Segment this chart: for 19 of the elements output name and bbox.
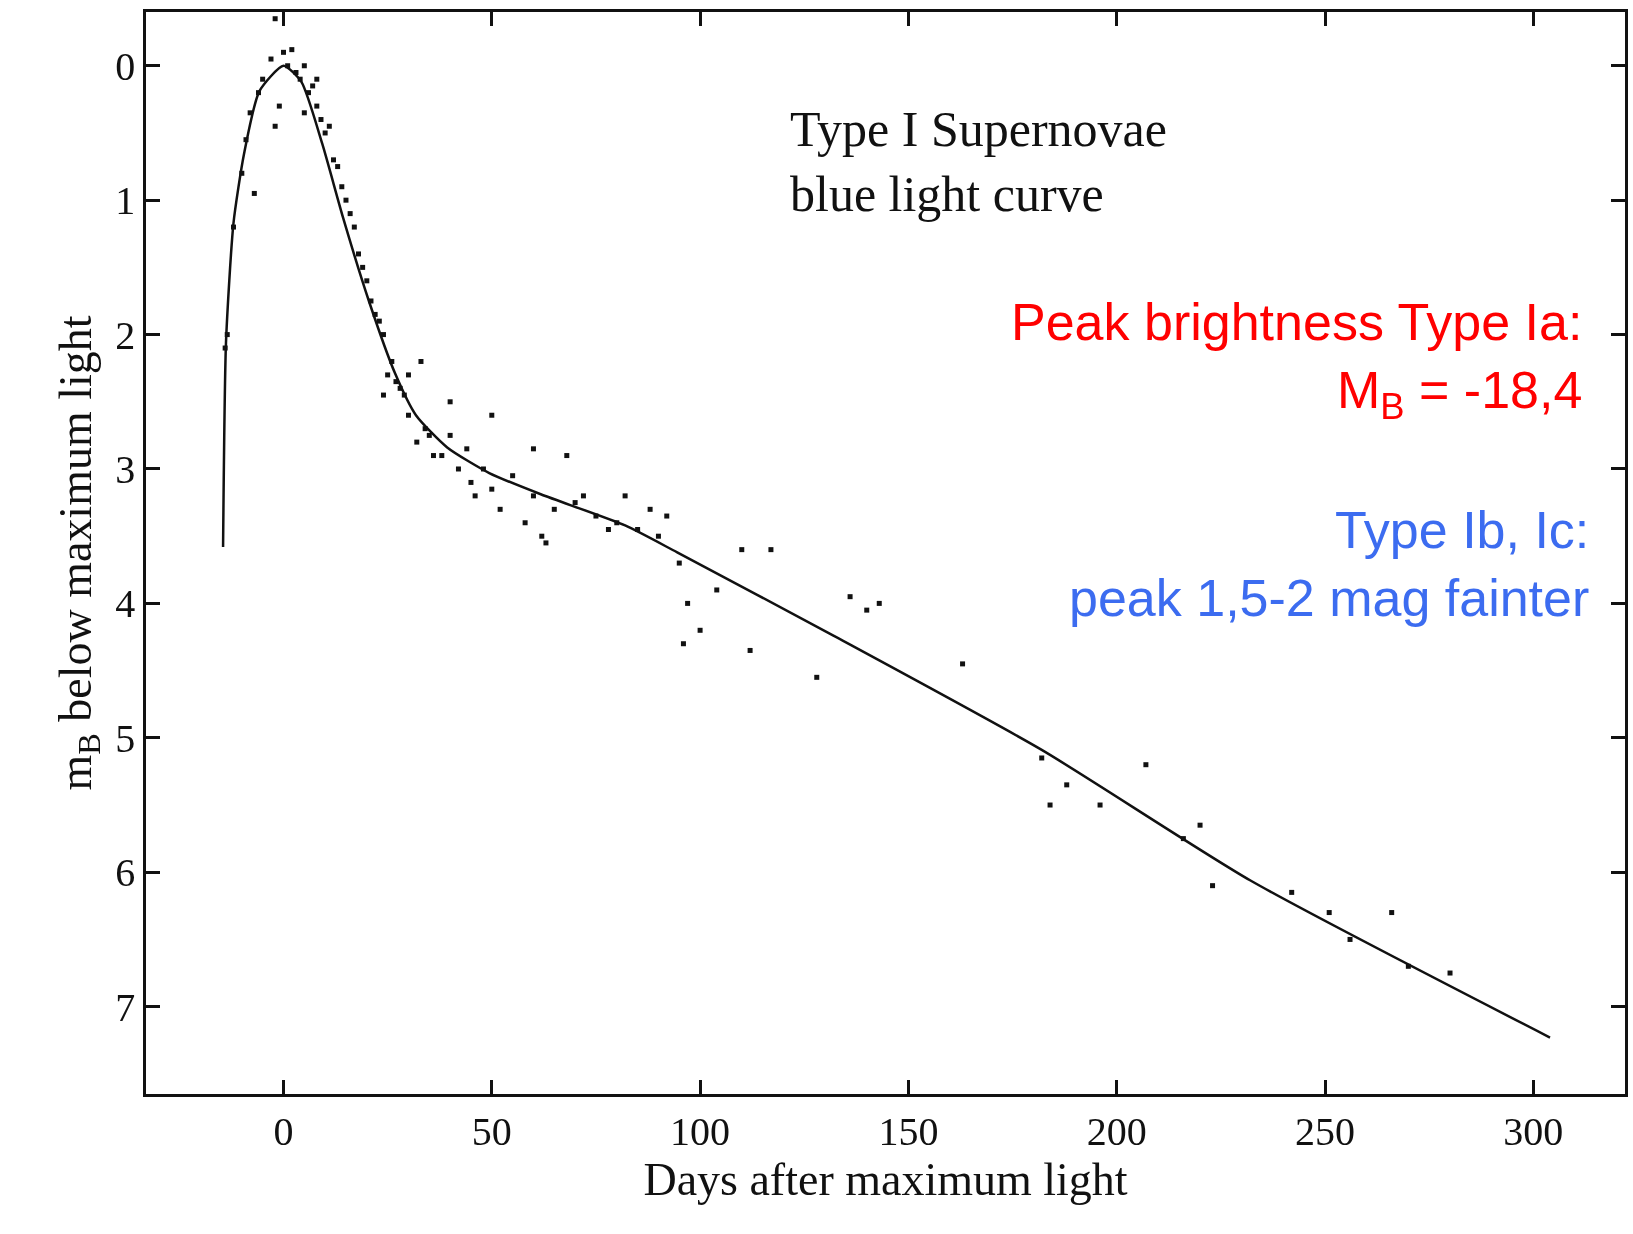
annotation: Type Ib, Ic: peak 1,5-2 mag fainter	[1069, 501, 1590, 627]
x-axis-title: Days after maximum light	[643, 1153, 1128, 1205]
x-tick-label: 250	[1295, 1108, 1356, 1154]
annotation: Peak brightness Type Ia: M$_{B}$ = -18,4	[1011, 293, 1583, 427]
annotation: Type I Supernovae blue light curve	[790, 101, 1167, 222]
x-tick-label: 100	[670, 1108, 731, 1154]
x-tick-label: 0	[273, 1108, 294, 1154]
y-tick-label: 7	[115, 984, 136, 1030]
y-tick-label: 5	[115, 715, 136, 761]
x-tick-label: 300	[1503, 1108, 1564, 1154]
y-tick-label: 6	[115, 850, 136, 896]
x-tick-label: 50	[471, 1108, 512, 1154]
x-tick-label: 150	[878, 1108, 939, 1154]
y-tick-label: 0	[115, 43, 136, 89]
y-tick-label: 2	[115, 312, 136, 358]
x-tick-label: 200	[1086, 1108, 1147, 1154]
y-tick-label: 1	[115, 178, 136, 224]
y-tick-label: 3	[115, 446, 136, 492]
y-tick-label: 4	[115, 581, 136, 627]
